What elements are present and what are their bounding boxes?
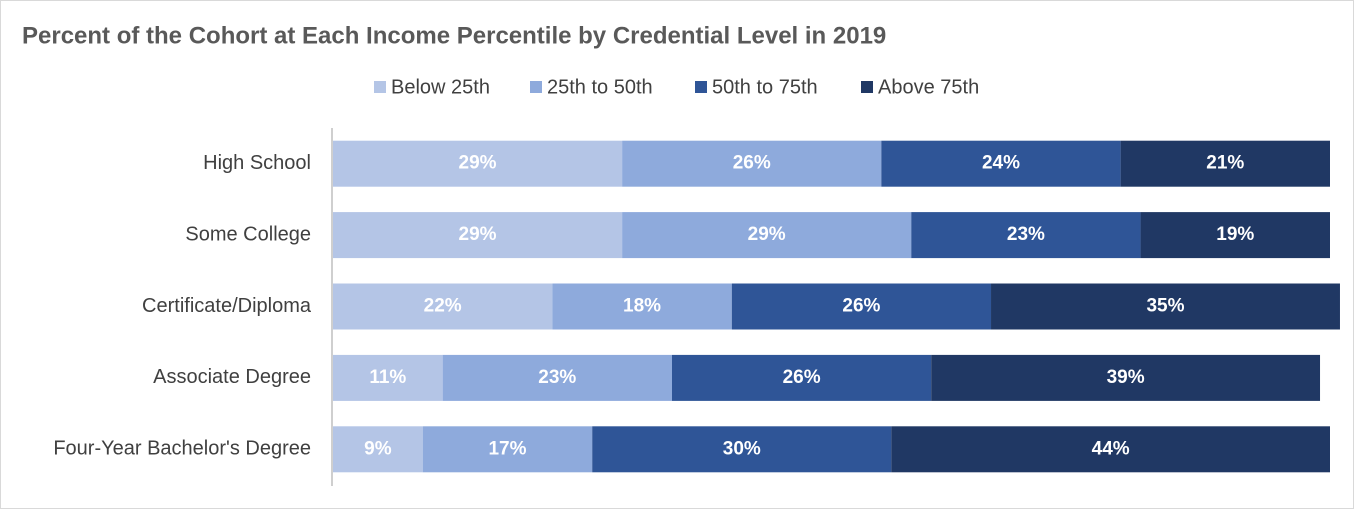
bar-segment bbox=[333, 354, 443, 401]
chart-title: Percent of the Cohort at Each Income Per… bbox=[22, 22, 886, 49]
bar-segment bbox=[333, 212, 623, 259]
data-label: 29% bbox=[748, 224, 786, 245]
data-label: 35% bbox=[1146, 296, 1184, 317]
legend-swatch bbox=[695, 81, 707, 93]
data-label: 18% bbox=[623, 296, 661, 317]
bar-segment bbox=[592, 426, 892, 473]
data-label: 44% bbox=[1092, 438, 1130, 459]
bar-segment bbox=[891, 426, 1330, 473]
bar-segment bbox=[931, 354, 1321, 401]
data-label: 23% bbox=[538, 367, 576, 388]
legend-label: Above 75th bbox=[878, 76, 979, 98]
y-tick-label: Associate Degree bbox=[153, 366, 311, 388]
data-label: 19% bbox=[1216, 224, 1254, 245]
y-tick-label: High School bbox=[203, 152, 311, 174]
bar-segment bbox=[622, 212, 912, 259]
data-label: 39% bbox=[1107, 367, 1145, 388]
bar-segment bbox=[671, 354, 932, 401]
bar-segment bbox=[333, 426, 423, 473]
bar-segment bbox=[731, 283, 992, 330]
bar-segment bbox=[881, 140, 1121, 187]
legend-label: 50th to 75th bbox=[712, 76, 818, 98]
bar-segment bbox=[333, 140, 623, 187]
data-label: 23% bbox=[1007, 224, 1045, 245]
data-label: 17% bbox=[488, 438, 526, 459]
bar-segment bbox=[442, 354, 672, 401]
y-tick-label: Four-Year Bachelor's Degree bbox=[53, 438, 311, 460]
legend-swatch bbox=[374, 81, 386, 93]
bar-segment bbox=[552, 283, 732, 330]
data-label: 26% bbox=[733, 153, 771, 174]
bar-segment bbox=[1140, 212, 1330, 259]
data-label: 26% bbox=[783, 367, 821, 388]
data-label: 24% bbox=[982, 153, 1020, 174]
data-label: 21% bbox=[1206, 153, 1244, 174]
data-label: 30% bbox=[723, 438, 761, 459]
data-label: 11% bbox=[369, 367, 406, 388]
legend-swatch bbox=[530, 81, 542, 93]
data-label: 26% bbox=[842, 296, 880, 317]
y-tick-label: Some College bbox=[185, 223, 311, 245]
bar-segment bbox=[991, 283, 1340, 330]
bar-segment bbox=[422, 426, 593, 473]
data-label: 22% bbox=[424, 296, 462, 317]
bar-segment bbox=[333, 283, 553, 330]
data-label: 9% bbox=[364, 438, 392, 459]
bar-segment bbox=[622, 140, 882, 187]
data-label: 29% bbox=[459, 224, 497, 245]
legend-label: 25th to 50th bbox=[547, 76, 653, 98]
legend-swatch bbox=[861, 81, 873, 93]
bar-segment bbox=[911, 212, 1141, 259]
data-label: 29% bbox=[459, 153, 497, 174]
legend-label: Below 25th bbox=[391, 76, 490, 98]
y-tick-label: Certificate/Diploma bbox=[142, 295, 312, 317]
bar-segment bbox=[1120, 140, 1330, 187]
